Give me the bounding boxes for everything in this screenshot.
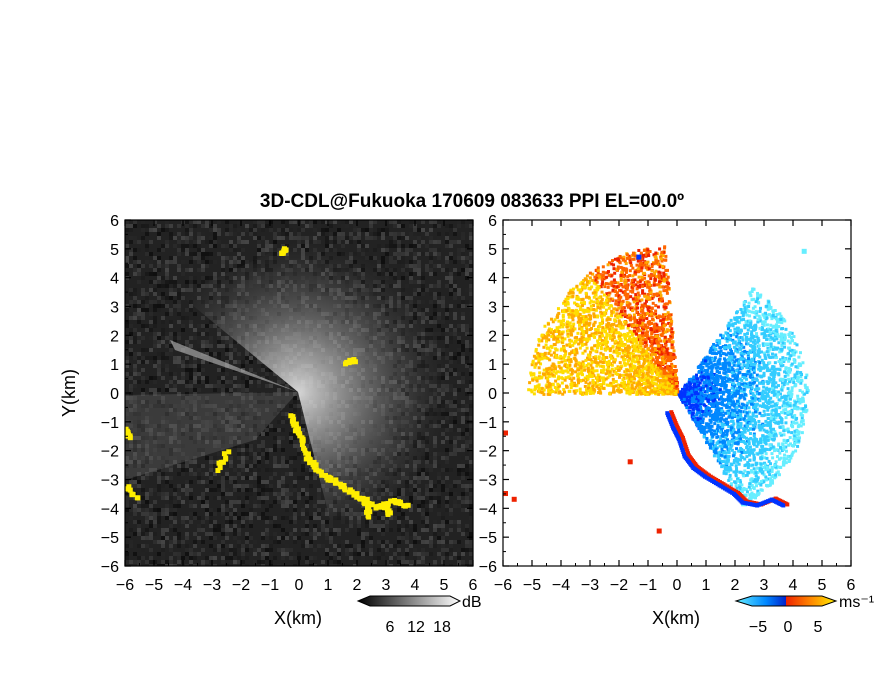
x-tick-label: 3 [382,577,391,594]
y-tick-label: −1 [101,415,119,432]
y-tick-label: −2 [479,444,497,461]
y-tick-label: −1 [479,415,497,432]
x-tick-label: 1 [702,577,711,594]
x-tick-label: −1 [639,577,657,594]
velocity-colorbar-tick: 0 [784,619,793,636]
y-tick-label: 1 [110,357,119,374]
x-tick-label: 4 [411,577,420,594]
reflectivity-panel [124,219,474,567]
db-colorbar-bar [356,595,462,607]
right-x-axis-title: X(km) [652,608,700,628]
db-colorbar-unit: dB [462,594,482,611]
x-tick-label: −4 [552,577,570,594]
db-colorbar-tick: 12 [407,619,425,636]
x-tick-label: 1 [324,577,333,594]
y-tick-label: 2 [488,328,497,345]
velocity-pixel-layer [503,245,810,534]
reflectivity-spoke [170,340,298,392]
x-tick-label: −5 [523,577,541,594]
y-tick-label: −2 [101,444,119,461]
reflectivity-highlight-layer [125,246,411,520]
y-tick-label: 0 [488,386,497,403]
x-tick-label: 0 [295,577,304,594]
db-colorbar-tick: 18 [433,619,451,636]
y-tick-label: −5 [479,530,497,547]
y-tick-label: −4 [479,501,497,518]
x-tick-label: −6 [116,577,134,594]
reflectivity-echo-fan [180,220,470,520]
y-tick-label: −6 [101,559,119,576]
x-tick-label: −2 [610,577,628,594]
y-tick-label: 6 [110,213,119,230]
velocity-colorbar-tick: 5 [814,619,823,636]
x-tick-label: −5 [145,577,163,594]
db-colorbar-tick: 6 [386,619,395,636]
x-tick-label: −3 [203,577,221,594]
y-tick-label: 5 [488,242,497,259]
left-x-axis-title: X(km) [274,608,322,628]
y-tick-label: 4 [110,271,119,288]
x-tick-label: 2 [731,577,740,594]
y-tick-label: 6 [488,213,497,230]
chart-title: 3D-CDL@Fukuoka 170609 083633 PPI EL=00.0… [260,191,684,212]
x-tick-label: 6 [847,577,856,594]
y-tick-label: 4 [488,271,497,288]
x-tick-label: −2 [232,577,250,594]
velocity-colorbar: ms⁻¹ −5 0 5 [734,594,874,636]
x-tick-label: 6 [469,577,478,594]
x-tick-label: −6 [494,577,512,594]
x-tick-label: 5 [818,577,827,594]
db-colorbar: dB 6 12 18 [356,594,482,636]
y-axis-title: Y(km) [59,369,79,417]
velocity-colorbar-tick: −5 [749,619,767,636]
x-tick-label: 4 [789,577,798,594]
y-tick-label: −3 [479,473,497,490]
x-tick-label: 3 [760,577,769,594]
x-tick-label: 5 [440,577,449,594]
reflectivity-echo-lowsector [125,392,298,480]
y-tick-label: 0 [110,386,119,403]
y-tick-label: −3 [101,473,119,490]
y-tick-label: 5 [110,242,119,259]
axis-ticks: −66−55−44−33−22−11001−12−23−34−45−56−6−6… [101,213,856,594]
x-tick-label: 0 [673,577,682,594]
y-tick-label: −5 [101,530,119,547]
y-tick-label: 3 [110,300,119,317]
velocity-colorbar-unit: ms⁻¹ [839,594,874,611]
y-tick-label: 1 [488,357,497,374]
velocity-panel [502,219,852,567]
y-tick-label: 3 [488,300,497,317]
x-tick-label: −4 [174,577,192,594]
x-tick-label: −3 [581,577,599,594]
x-tick-label: −1 [261,577,279,594]
y-tick-label: −4 [101,501,119,518]
y-tick-label: −6 [479,559,497,576]
x-tick-label: 2 [353,577,362,594]
velocity-colorbar-bar [734,595,838,607]
y-tick-label: 2 [110,328,119,345]
